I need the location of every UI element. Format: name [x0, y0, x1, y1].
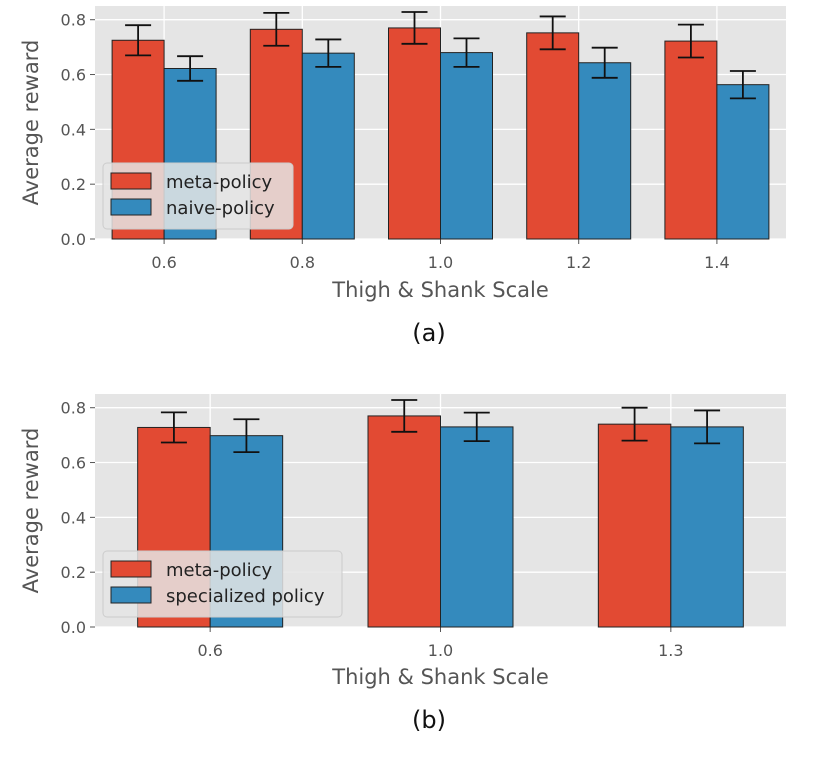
legend-box [102, 550, 343, 618]
legend-swatch [110, 172, 152, 190]
x-tick-label: 1.3 [658, 641, 683, 660]
legend-swatch [110, 586, 152, 604]
y-tick-label: 0.8 [61, 11, 86, 30]
bar [597, 423, 672, 628]
bar [388, 27, 441, 240]
x-axis-label: Thigh & Shank Scale [331, 278, 549, 302]
chart-panel-a: 0.0 0.2 0.4 0.6 0.8 0.6 0.8 1.0 1.2 1.4 meta-polic… [19, 6, 786, 347]
figure-caption: (a) [412, 319, 445, 347]
x-tick-label: 1.2 [566, 253, 591, 272]
y-tick-label: 0.2 [61, 175, 86, 194]
bar [578, 62, 632, 240]
x-tick-label: 1.4 [704, 253, 729, 272]
y-tick-label: 0.4 [61, 120, 86, 139]
y-axis-label: Average reward [19, 40, 43, 206]
x-tick-label: 1.0 [428, 641, 453, 660]
bar [716, 84, 770, 240]
figure-caption: (b) [412, 706, 446, 734]
y-tick-label: 0.6 [61, 66, 86, 85]
bar [301, 52, 355, 240]
bar [526, 32, 580, 240]
y-axis-label: Average reward [19, 428, 43, 594]
x-tick-label: 0.6 [197, 641, 222, 660]
bar [440, 426, 514, 628]
bar [670, 426, 744, 628]
bar [664, 40, 718, 240]
legend-swatch [110, 560, 152, 578]
legend-swatch [110, 198, 152, 216]
chart-panel-b: 0.0 0.2 0.4 0.6 0.8 0.6 1.0 1.3 meta-policy speci… [19, 394, 786, 734]
x-tick-label: 0.8 [290, 253, 315, 272]
bar [440, 52, 493, 240]
y-tick-label: 0.4 [61, 508, 86, 527]
x-axis-label: Thigh & Shank Scale [331, 665, 549, 689]
legend-label: naive-policy [166, 198, 275, 219]
x-tick-label: 1.0 [428, 253, 453, 272]
legend: meta-policy naive-policy [102, 162, 294, 230]
y-tick-label: 0.0 [61, 230, 86, 249]
y-tick-label: 0.2 [61, 563, 86, 582]
y-tick-label: 0.0 [61, 618, 86, 637]
legend-label: meta-policy [166, 172, 273, 193]
legend: meta-policy specialized policy [102, 550, 343, 618]
legend-label: meta-policy [166, 560, 273, 581]
x-tick-label: 0.6 [151, 253, 176, 272]
y-tick-label: 0.8 [61, 399, 86, 418]
legend-label: specialized policy [166, 586, 325, 607]
y-tick-label: 0.6 [61, 454, 86, 473]
bar [367, 415, 441, 628]
